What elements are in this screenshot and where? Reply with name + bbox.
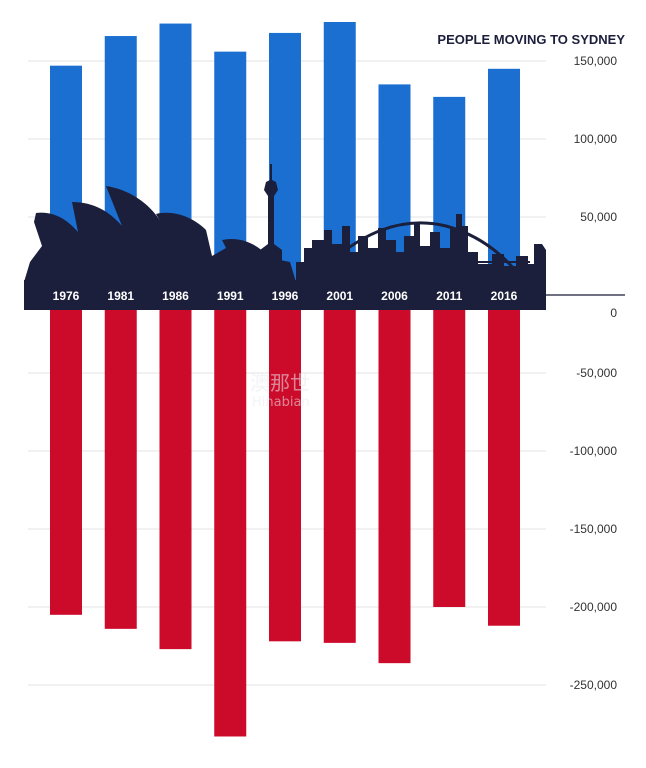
- harbour-bridge-icon: [314, 221, 522, 278]
- bar-departures-2001: [323, 295, 356, 643]
- y-tick-label: 150,000: [574, 54, 618, 68]
- watermark: 澳那世 Hinabian: [250, 371, 310, 410]
- y-tick-label: -250,000: [570, 678, 618, 692]
- y-axis-labels: 150,000 100,000 50,000 0 -50,000 -100,000 -150…: [570, 54, 618, 692]
- bar-departures-1991: [214, 295, 247, 737]
- x-tick-label: 1996: [272, 289, 299, 303]
- skyline-base: [24, 280, 546, 310]
- sydney-tower-icon: [260, 164, 282, 282]
- x-tick-label: 1991: [217, 289, 244, 303]
- y-tick-label: -150,000: [570, 522, 618, 536]
- watermark-cn: 澳那世: [250, 371, 310, 395]
- x-tick-label: 2001: [326, 289, 353, 303]
- y-tick-label: 0: [610, 306, 617, 320]
- bar-departures-2011: [433, 295, 466, 607]
- y-tick-label: 50,000: [580, 210, 617, 224]
- x-tick-label: 1976: [53, 289, 80, 303]
- bar-departures-1976: [50, 295, 82, 615]
- x-tick-label: 2006: [381, 289, 408, 303]
- bar-departures-1986: [159, 295, 192, 650]
- x-tick-label: 2016: [491, 289, 518, 303]
- departures-series: [50, 295, 520, 737]
- bar-departures-1996: [269, 295, 301, 642]
- x-tick-label: 1981: [107, 289, 134, 303]
- x-tick-label: 2011: [436, 289, 462, 303]
- y-tick-label: -200,000: [570, 600, 618, 614]
- chart-title: PEOPLE MOVING TO SYDNEY: [437, 32, 625, 47]
- x-tick-label: 1986: [162, 289, 189, 303]
- bar-departures-2016: [488, 295, 520, 626]
- watermark-en: Hinabian: [252, 395, 310, 410]
- sydney-skyline-icon: [24, 164, 546, 310]
- y-tick-label: 100,000: [574, 132, 618, 146]
- y-tick-label: -50,000: [576, 366, 617, 380]
- x-axis-labels: 1976 1981 1986 1991 1996 2001 2006 2011 2016: [53, 289, 518, 303]
- bar-departures-2006: [378, 295, 411, 664]
- bar-departures-1981: [104, 295, 137, 629]
- y-tick-label: -100,000: [570, 444, 618, 458]
- opera-house-icon: [24, 186, 296, 282]
- city-buildings-icon: [296, 214, 546, 282]
